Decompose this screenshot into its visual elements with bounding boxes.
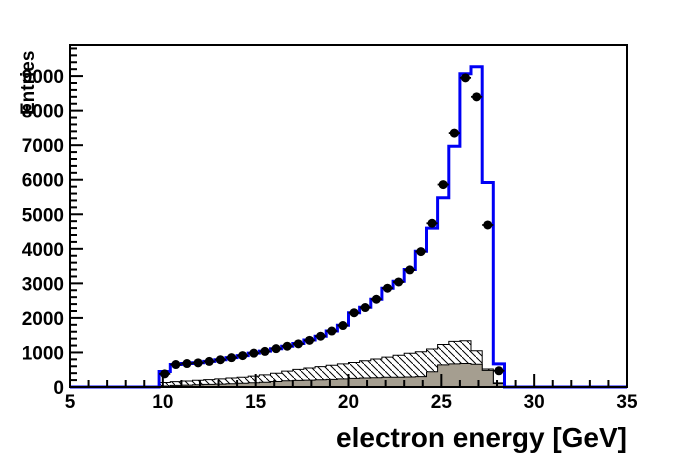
data-point bbox=[426, 218, 438, 228]
data-point-marker bbox=[405, 265, 415, 275]
data-point bbox=[448, 128, 460, 138]
hatched-histogram bbox=[158, 340, 505, 388]
y-tick-label: 4000 bbox=[22, 240, 64, 261]
data-point bbox=[415, 247, 427, 257]
data-point-marker bbox=[427, 218, 437, 228]
data-point bbox=[214, 355, 226, 365]
plot-area-background bbox=[70, 45, 627, 387]
data-point-marker bbox=[215, 355, 225, 365]
data-point-marker bbox=[449, 128, 459, 138]
x-axis-title: electron energy [GeV] bbox=[336, 422, 627, 453]
y-tick-label: 0 bbox=[53, 378, 64, 399]
data-point bbox=[203, 356, 215, 366]
data-point bbox=[437, 180, 449, 190]
data-point-marker bbox=[171, 360, 181, 370]
x-tick-label: 15 bbox=[245, 392, 267, 413]
data-point bbox=[471, 92, 483, 102]
y-tick-label: 6000 bbox=[22, 171, 64, 192]
x-axis-tick-labels: 5 10 15 20 25 30 35 bbox=[65, 392, 638, 413]
data-point-marker bbox=[494, 366, 504, 376]
data-point bbox=[237, 351, 249, 361]
data-point-marker bbox=[382, 283, 392, 293]
data-point bbox=[281, 341, 293, 351]
data-point bbox=[337, 321, 349, 331]
data-point-marker bbox=[182, 359, 192, 369]
x-tick-label: 30 bbox=[524, 392, 545, 413]
data-point bbox=[348, 308, 360, 318]
data-point bbox=[170, 360, 182, 370]
data-point bbox=[359, 303, 371, 313]
data-point-marker bbox=[204, 356, 214, 366]
data-point-marker bbox=[472, 92, 482, 102]
data-points-series bbox=[159, 73, 505, 379]
data-point bbox=[381, 283, 394, 293]
data-point-marker bbox=[438, 180, 448, 190]
data-point-marker bbox=[227, 353, 237, 363]
y-tick-label: 1000 bbox=[22, 343, 64, 364]
data-point bbox=[159, 369, 171, 379]
gray-histogram-path bbox=[158, 363, 505, 388]
data-point-marker bbox=[483, 220, 493, 230]
x-tick-label: 35 bbox=[616, 392, 638, 413]
y-axis-ticks bbox=[70, 47, 83, 388]
x-tick-label: 25 bbox=[431, 392, 453, 413]
y-tick-label: 9000 bbox=[22, 67, 64, 88]
data-point bbox=[315, 331, 327, 341]
data-point-marker bbox=[327, 326, 337, 336]
data-point-marker bbox=[260, 346, 270, 356]
data-point-marker bbox=[416, 247, 426, 257]
data-point bbox=[259, 346, 271, 356]
y-tick-label: 2000 bbox=[22, 309, 64, 330]
data-point bbox=[493, 366, 505, 376]
data-point bbox=[370, 294, 382, 304]
y-axis-title: Entries bbox=[18, 51, 39, 115]
data-point-marker bbox=[460, 73, 470, 83]
x-tick-label: 5 bbox=[65, 392, 76, 413]
data-point-marker bbox=[238, 351, 248, 361]
data-point bbox=[192, 358, 204, 368]
x-tick-label: 10 bbox=[152, 392, 173, 413]
data-point-marker bbox=[394, 277, 404, 287]
data-point bbox=[248, 348, 260, 358]
y-tick-label: 7000 bbox=[22, 136, 64, 157]
data-point-marker bbox=[293, 339, 303, 349]
gray-histogram bbox=[158, 363, 505, 388]
data-point bbox=[270, 344, 282, 354]
data-point-marker bbox=[305, 335, 315, 345]
x-axis-ticks bbox=[69, 374, 628, 387]
data-point-marker bbox=[271, 344, 281, 354]
data-point-marker bbox=[371, 294, 381, 304]
data-point bbox=[393, 277, 405, 287]
data-point-marker bbox=[360, 303, 370, 313]
data-point bbox=[181, 359, 193, 369]
y-tick-label: 5000 bbox=[22, 205, 64, 226]
data-point-marker bbox=[338, 321, 348, 331]
data-point-marker bbox=[316, 331, 326, 341]
x-tick-label: 20 bbox=[338, 392, 359, 413]
data-point bbox=[225, 353, 238, 363]
data-point-marker bbox=[160, 369, 170, 379]
data-point bbox=[404, 265, 416, 275]
data-point bbox=[292, 339, 304, 349]
data-point-marker bbox=[193, 358, 203, 368]
y-axis-tick-labels: 0 1000 2000 3000 4000 5000 6000 7000 8000 9000 bbox=[22, 67, 64, 399]
data-point bbox=[482, 220, 494, 230]
data-point bbox=[303, 335, 316, 345]
data-point-marker bbox=[249, 348, 259, 358]
hatched-histogram-path bbox=[158, 340, 505, 388]
data-point-marker bbox=[282, 341, 292, 351]
data-point bbox=[326, 326, 338, 336]
data-point bbox=[459, 73, 472, 83]
data-point-marker bbox=[349, 308, 359, 318]
y-tick-label: 8000 bbox=[22, 102, 64, 123]
y-tick-label: 3000 bbox=[22, 274, 64, 295]
